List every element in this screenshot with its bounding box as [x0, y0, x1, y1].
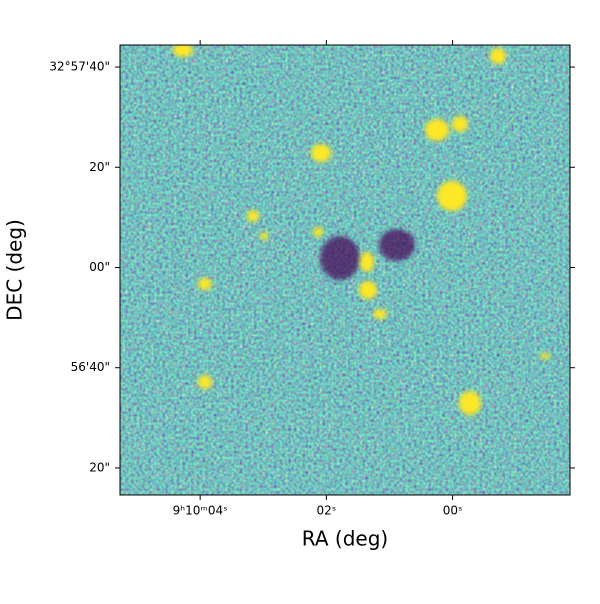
image: [120, 45, 570, 495]
y-axis-label: DEC (deg): [3, 219, 27, 321]
x-tick-label: 9ʰ10ᵐ04ˢ: [173, 504, 228, 518]
y-tick-label: 56'40": [71, 360, 110, 374]
y-tick-label: 00": [89, 260, 110, 274]
x-tick-label: 02ˢ: [317, 504, 337, 518]
plot-frame: [119, 44, 571, 496]
y-tick-label: 32°57'40": [49, 60, 110, 74]
dark-patches: [320, 229, 415, 280]
y-tick-label: 20": [89, 460, 110, 474]
x-axis-label: RA (deg): [302, 527, 388, 551]
sources: [173, 45, 550, 415]
x-tick-label: 00ˢ: [443, 504, 463, 518]
y-tick-label: 20": [89, 160, 110, 174]
